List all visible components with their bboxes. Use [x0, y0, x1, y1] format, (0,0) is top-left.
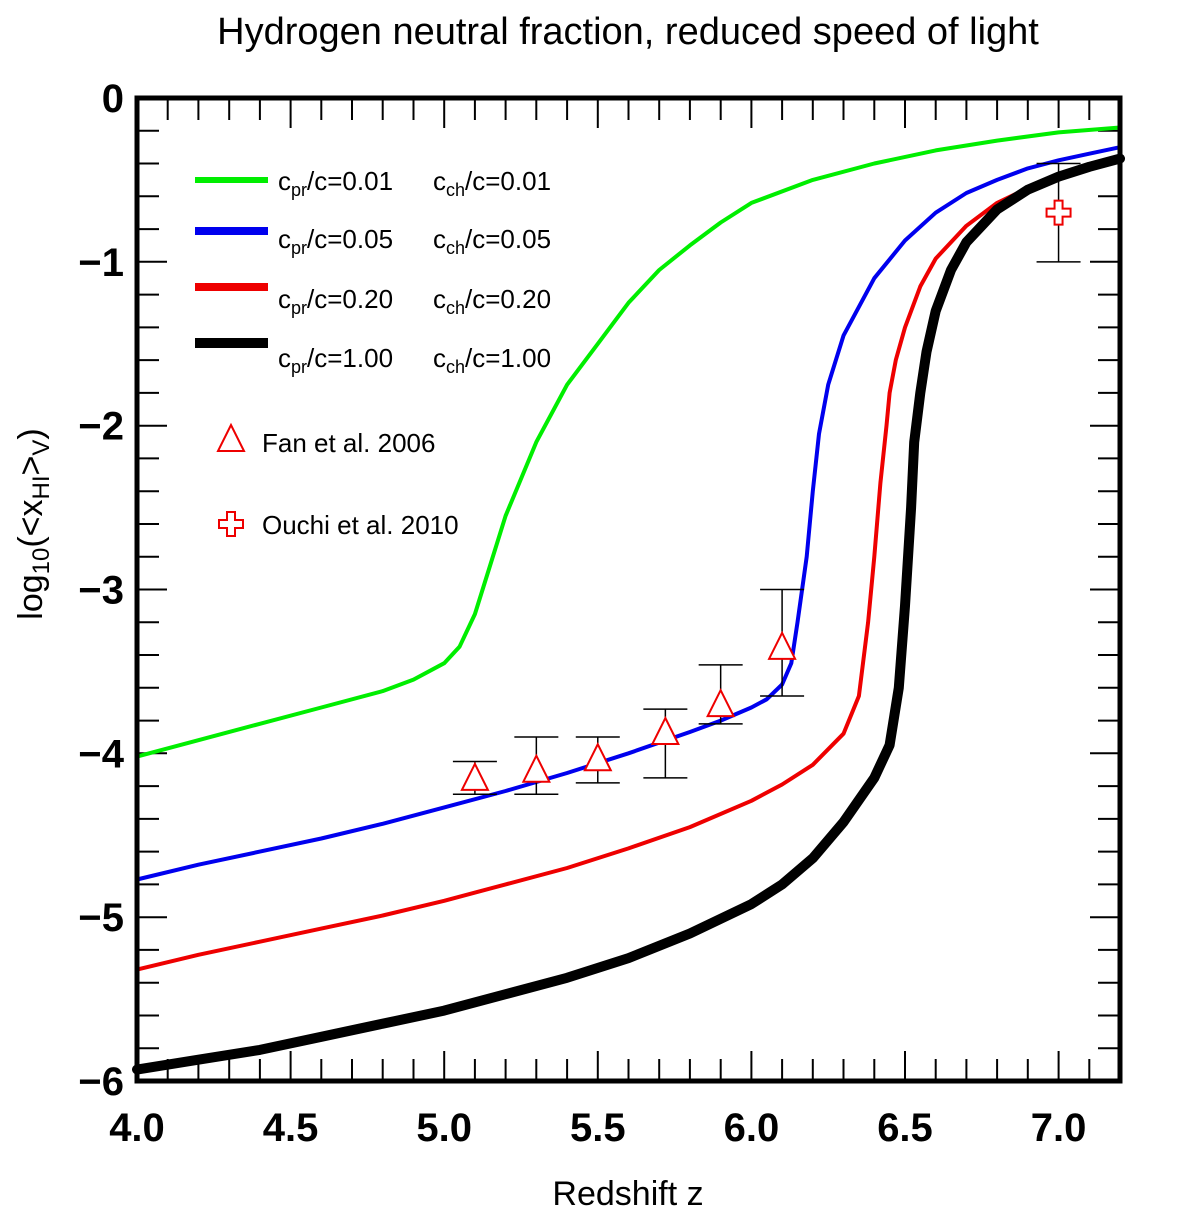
observation-point — [1036, 162, 1081, 263]
legend-label-series-4-a: cpr/c=1.00 — [278, 343, 393, 377]
x-tick-label-6: 7.0 — [1031, 1106, 1087, 1150]
y-label-mid-sub: HI — [28, 475, 55, 499]
x-tick-label-5: 6.5 — [877, 1106, 933, 1150]
series-line-1 — [135, 125, 1122, 759]
legend-label-series-1-a: cpr/c=0.01 — [278, 166, 393, 200]
legend-entry-series-1: cpr/c=0.01 cch/c=0.01 — [195, 166, 551, 200]
y-label-prefix-sub: 10 — [28, 548, 55, 575]
legend-label-series-2-a: cpr/c=0.05 — [278, 224, 393, 258]
plot-area — [132, 95, 1125, 1084]
legend-label-series-1-b: cch/c=0.01 — [433, 166, 551, 200]
observation-point — [643, 708, 688, 779]
observation-point — [514, 736, 559, 796]
observation-point — [698, 664, 743, 725]
legend-label-fan: Fan et al. 2006 — [262, 428, 435, 458]
legend-entry-fan: Fan et al. 2006 — [216, 422, 435, 458]
y-tick-label-6: −6 — [78, 1060, 124, 1104]
triangle-marker — [706, 687, 736, 718]
legend-label-ouchi: Ouchi et al. 2010 — [262, 510, 459, 540]
triangle-marker — [767, 630, 797, 660]
legend: cpr/c=0.01 cch/c=0.01 cpr/c=0.05 cch/c=0… — [195, 166, 551, 540]
x-tick-label-2: 5.0 — [416, 1106, 472, 1150]
x-tick-label-1: 4.5 — [263, 1106, 319, 1150]
legend-label-series-3-a: cpr/c=0.20 — [278, 284, 393, 318]
triangle-marker — [583, 742, 613, 772]
legend-cross-marker — [218, 511, 244, 537]
series-line-2 — [135, 145, 1122, 882]
legend-entry-series-2: cpr/c=0.05 cch/c=0.05 — [195, 224, 551, 258]
x-axis-label: Redshift z — [552, 1175, 703, 1213]
y-label-suffix-sub: V — [28, 440, 55, 456]
legend-label-series-3-b: cch/c=0.20 — [433, 284, 551, 318]
series-line-4 — [132, 153, 1125, 1075]
legend-label-series-4-b: cch/c=1.00 — [433, 343, 551, 377]
legend-entry-series-3: cpr/c=0.20 cch/c=0.20 — [195, 283, 551, 318]
triangle-marker — [650, 715, 680, 746]
y-tick-label-0: 0 — [102, 77, 124, 121]
observation-point — [760, 588, 805, 697]
y-axis-label: log10(<xHI>V) — [12, 428, 55, 619]
observations — [452, 162, 1081, 796]
legend-label-series-2-b: cch/c=0.05 — [433, 224, 551, 258]
legend-entry-ouchi: Ouchi et al. 2010 — [218, 510, 459, 540]
series-line-3 — [135, 158, 1122, 972]
legend-entry-series-4: cpr/c=1.00 cch/c=1.00 — [195, 338, 551, 377]
y-label-suffix: > — [12, 456, 50, 476]
y-tick-label-5: −5 — [78, 896, 124, 940]
y-label-prefix: log — [12, 574, 50, 619]
y-tick-label-3: −3 — [78, 569, 124, 613]
x-tick-label-3: 5.5 — [570, 1106, 626, 1150]
series-lines — [132, 125, 1125, 1075]
triangle-marker — [521, 753, 551, 783]
y-tick-label-4: −4 — [78, 732, 124, 776]
plot-frame — [134, 95, 1123, 1084]
x-tick-labels: 4.0 4.5 5.0 5.5 6.0 6.5 7.0 — [109, 1106, 1086, 1150]
y-label-mid: (<x — [12, 499, 50, 547]
y-tick-labels: 0 −1 −2 −3 −4 −5 −6 — [78, 77, 124, 1104]
observation-point — [452, 760, 497, 796]
y-tick-label-2: −2 — [78, 405, 124, 449]
cross-marker — [1045, 199, 1072, 226]
x-tick-label-4: 6.0 — [724, 1106, 780, 1150]
x-tick-label-0: 4.0 — [109, 1106, 165, 1150]
triangle-marker — [460, 761, 490, 791]
observation-point — [575, 736, 620, 784]
y-label-close: ) — [12, 428, 50, 439]
legend-triangle-marker — [216, 422, 246, 452]
y-tick-label-1: −1 — [78, 241, 124, 285]
chart-title: Hydrogen neutral fraction, reduced speed… — [217, 11, 1039, 53]
